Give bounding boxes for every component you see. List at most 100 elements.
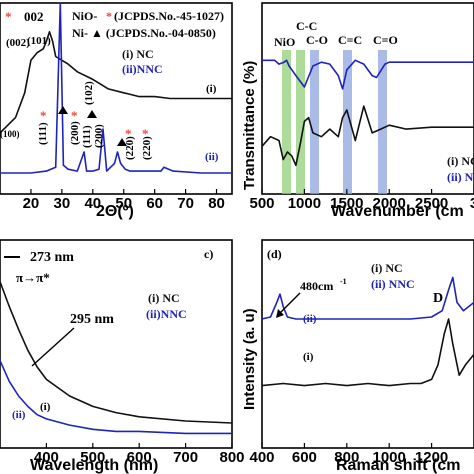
x-tick-label: 500 (80, 449, 105, 466)
x-tick-label: 700 (173, 449, 198, 466)
curve-label-i-d: (i) (303, 351, 314, 363)
x-tick-label: 600 (292, 449, 317, 466)
legend-title-nio-jcpds: (JCPDS.No.-45-1027) (114, 9, 224, 23)
star-marker-4: * (125, 126, 132, 141)
peak-label-220b: (220) (141, 136, 153, 160)
band-co (310, 50, 319, 194)
x-tick-label: 400 (249, 449, 274, 466)
annotation-295: 295 nm (70, 312, 114, 327)
panel-d-frame (261, 239, 474, 449)
curve-label-i-c: (i) (40, 401, 51, 413)
peak-label-101: (101) (27, 35, 51, 47)
x-tick-label: 1200 (415, 449, 448, 466)
series-line-nc (0, 281, 233, 424)
legend-nc-c: (i) NC (148, 291, 180, 305)
star-marker-5: * (142, 126, 149, 141)
panel-a-xlabel: 2Θ(º) (96, 203, 134, 220)
peak-label-002: 002 (24, 9, 44, 24)
band-label-cc: C-C (296, 19, 317, 33)
legend-nnc: (ii)NNC (122, 62, 163, 76)
triangle-marker-2 (87, 110, 97, 118)
x-tick-label: 1000 (288, 195, 321, 212)
curve-label-ii-a: (ii) (205, 151, 219, 163)
x-tick-label: 2500 (415, 195, 448, 212)
band-label-ceo: C=O (373, 33, 398, 47)
legend-nnc-c: (ii)NNC (146, 307, 187, 321)
x-tick-label: 800 (219, 449, 244, 466)
panel-b-ticks: 500 1000 1500 2000 2500 3 (249, 189, 474, 212)
star-marker-1: * (5, 9, 12, 24)
x-tick-label: 2000 (373, 195, 406, 212)
peak-label-220: (220) (124, 136, 136, 160)
x-tick-label: 3 (470, 195, 474, 212)
peak-label-d: D (433, 291, 443, 306)
series-line-nnc (261, 276, 474, 320)
x-tick-label: 40 (84, 195, 101, 212)
triangle-marker-3 (117, 138, 127, 146)
band-label-nio: NiO (274, 35, 295, 49)
panel-d: 400 600 800 1000 1200 (d) 480cm -1 (i) NC (i… (241, 239, 474, 474)
panel-a: 20 30 40 50 60 70 80 NiO- * (JCPDS.No.-45-1027… (0, 2, 233, 220)
peak-label-200b: (200) (93, 124, 105, 148)
x-tick-label: 20 (23, 195, 40, 212)
curve-label-ii-d: (ii) (303, 313, 317, 325)
x-tick-label: 500 (249, 195, 274, 212)
panel-c-frame (0, 239, 233, 449)
x-tick-label: 70 (177, 195, 194, 212)
panel-b: 500 1000 1500 2000 2500 3 NiO C-C C-O C=C C=O… (241, 2, 474, 220)
peak-label-111b: (111) (81, 125, 93, 148)
x-tick-label: 1000 (373, 449, 406, 466)
panel-c-xlabel: Wavelength (nm) (30, 457, 158, 474)
curve-label-ii-c: (ii) (12, 409, 26, 421)
band-nio (282, 50, 291, 194)
panel-c-curves (0, 281, 233, 435)
panel-c: 400 500 600 700 800 273 nm π→π* 295 nm c) (i… (0, 239, 245, 474)
legend-nnc-b: (ii) NN (447, 170, 474, 184)
series-line-nc (261, 105, 474, 167)
star-marker-2: * (40, 108, 47, 123)
panel-c-ticks: 400 500 600 700 800 (34, 443, 245, 466)
panel-a-ticks: 20 30 40 50 60 70 80 (23, 189, 225, 212)
star-marker-legend: * (106, 9, 112, 23)
triangle-marker-1 (58, 106, 68, 114)
x-tick-label: 30 (54, 195, 71, 212)
star-marker-3: * (71, 108, 78, 123)
panel-d-curves (261, 276, 474, 387)
legend-nc-d: (i) NC (371, 261, 403, 275)
band-ceo (378, 50, 387, 194)
annotation-480-sup: -1 (340, 277, 347, 286)
series-line-nc (0, 30, 232, 134)
series-line-nc (261, 318, 474, 387)
panel-b-frame (261, 2, 474, 195)
band-label-cecc: C=C (338, 33, 362, 47)
arrow-480-head (276, 309, 284, 318)
legend-nnc-d: (ii) NNC (371, 277, 415, 291)
arrow-295-line (31, 327, 75, 367)
band-cecc (343, 50, 352, 194)
panel-d-xlabel: Raman shift (cm (336, 457, 460, 474)
x-tick-label: 60 (146, 195, 163, 212)
peak-label-200: (200) (69, 121, 81, 145)
panel-b-xlabel: Wavenumber (cm (331, 203, 464, 220)
legend-title-nio: NiO- (72, 9, 97, 23)
annotation-transition: π→π* (16, 270, 50, 285)
legend-title-ni: Ni- ▲ (JCPDS.No.-04-0850) (72, 26, 216, 40)
annotation-273: 273 nm (30, 250, 74, 265)
panel-b-ylabel: Transmittance (%) (241, 61, 258, 190)
panel-a-curves (0, 2, 232, 174)
annotation-480: 480cm (300, 279, 333, 293)
peak-label-102: (102) (83, 81, 95, 105)
arrow-480-line (279, 292, 301, 314)
peak-label-002b: (002) (6, 37, 30, 49)
x-tick-label: 800 (334, 449, 359, 466)
band-cc (296, 50, 305, 194)
peak-label-100: (100) (0, 129, 20, 139)
series-line-nnc (0, 360, 232, 435)
panel-d-ticks: 400 600 800 1000 1200 (249, 443, 448, 466)
legend-nc: (i) NC (122, 47, 154, 61)
x-tick-label: 1500 (330, 195, 363, 212)
curve-label-i-a: (i) (206, 83, 217, 95)
panel-c-tag: c) (204, 247, 213, 261)
band-label-co: C-O (306, 33, 328, 47)
